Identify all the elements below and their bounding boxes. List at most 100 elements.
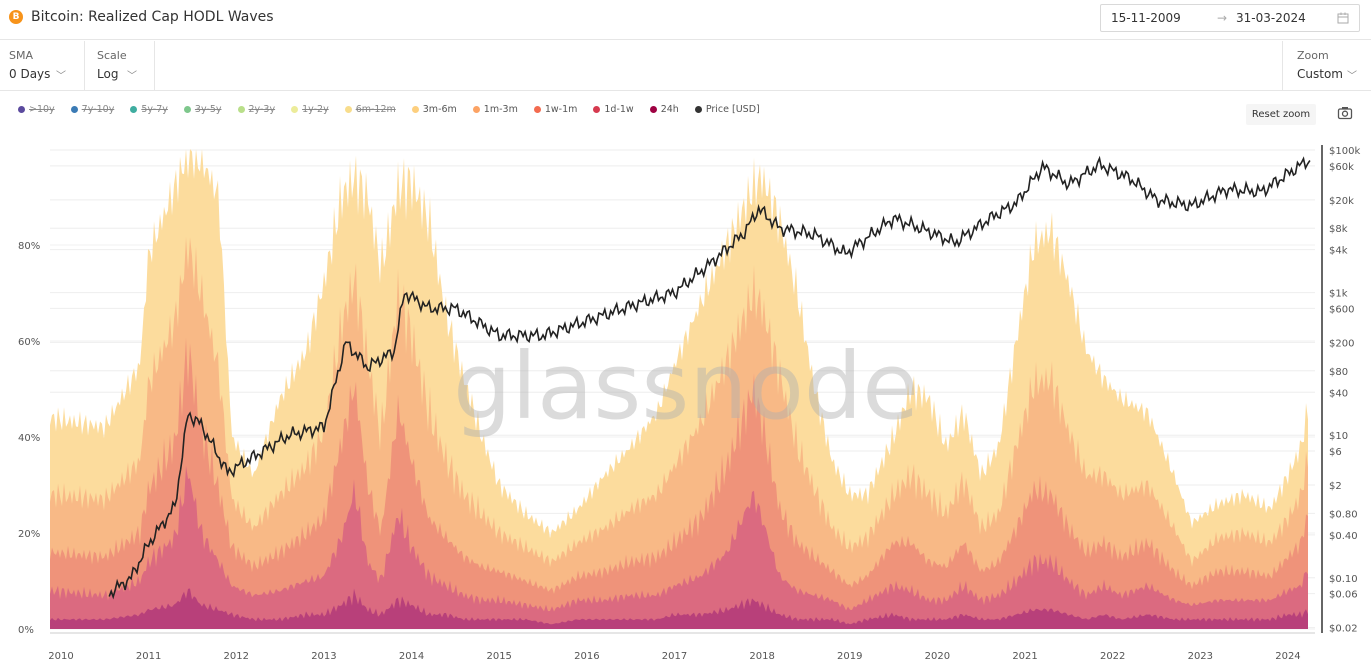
legend-item[interactable]: 24h (649, 104, 679, 115)
y-right-tick-label: $100k (1329, 146, 1360, 157)
legend-item[interactable]: 1m-3m (472, 104, 518, 115)
y-right-tick-label: $10 (1329, 431, 1348, 442)
legend-dot-icon (344, 106, 352, 113)
x-tick-label: 2019 (837, 651, 862, 662)
legend-label: 5y-7y (141, 104, 168, 115)
legend-label: Price [USD] (705, 104, 760, 115)
legend-label: 1m-3m (483, 104, 518, 115)
legend-dot-icon (183, 106, 191, 113)
calendar-icon[interactable] (1337, 12, 1349, 24)
legend-dot-icon (533, 106, 541, 113)
chevron-down-icon: ﹀ (127, 71, 137, 82)
date-arrow-icon: → (1217, 11, 1228, 25)
date-from[interactable]: 15-11-2009 (1111, 11, 1181, 25)
price-line (108, 155, 1311, 600)
page-title: Bitcoin: Realized Cap HODL Waves (31, 9, 274, 25)
watermark: glassnode (453, 333, 919, 440)
legend-dot-icon (472, 106, 480, 113)
y-left-tick-label: 40% (18, 433, 40, 444)
y-left-tick-label: 20% (18, 529, 40, 540)
x-tick-label: 2011 (136, 651, 161, 662)
bitcoin-icon: B (9, 10, 23, 24)
x-tick-label: 2016 (574, 651, 599, 662)
legend-dot-icon (237, 106, 245, 113)
legend-item[interactable]: 1w-1m (533, 104, 578, 115)
legend-label: 3m-6m (422, 104, 457, 115)
legend-dot-icon (291, 106, 299, 113)
x-tick-label: 2010 (48, 651, 73, 662)
legend-dot-icon (130, 106, 138, 113)
legend-dot-icon (18, 106, 25, 113)
legend-dot-icon (649, 106, 657, 113)
y-right-tick-label: $0.02 (1329, 624, 1358, 635)
legend-item[interactable]: 7y-10y (70, 104, 115, 115)
date-to[interactable]: 31-03-2024 (1236, 11, 1306, 25)
band-1d-1w (50, 465, 1308, 629)
y-right-tick-label: $80 (1329, 367, 1348, 378)
y-right-tick-label: $0.40 (1329, 531, 1358, 542)
sma-label: SMA (9, 49, 33, 62)
y-right-tick-label: $2 (1329, 481, 1342, 492)
scale-label: Scale (97, 49, 127, 62)
legend-item[interactable]: 2y-3y (237, 104, 276, 115)
y-right-tick-label: $1k (1329, 289, 1348, 300)
reset-zoom-button[interactable]: Reset zoom (1246, 104, 1316, 125)
scale-value[interactable]: Log (97, 67, 119, 81)
chevron-down-icon: ﹀ (1347, 71, 1357, 82)
sma-dropdown[interactable]: SMA 0 Days ﹀ (0, 41, 85, 90)
x-tick-label: 2020 (925, 651, 950, 662)
y-right-tick-label: $0.80 (1329, 509, 1358, 520)
legend-label: 2y-3y (248, 104, 276, 115)
zoom-label: Zoom (1297, 49, 1329, 62)
x-tick-label: 2014 (399, 651, 424, 662)
y-left-tick-label: 0% (18, 625, 34, 636)
legend-dot-icon (70, 106, 78, 113)
y-left-tick-label: 80% (18, 241, 40, 252)
chart-legend: >10y 7y-10y 5y-7y 3y-5y 2y-3y 1y-2y 6m-12m 3m-6… (18, 104, 776, 115)
legend-item[interactable]: Price [USD] (694, 104, 760, 115)
x-tick-label: 2018 (749, 651, 774, 662)
y-right-tick-label: $60k (1329, 162, 1354, 173)
band-24h (50, 588, 1308, 629)
y-left-tick-label: 60% (18, 337, 40, 348)
x-tick-label: 2017 (662, 651, 687, 662)
legend-dot-icon (411, 106, 419, 113)
x-tick-label: 2013 (311, 651, 336, 662)
legend-item[interactable]: 6m-12m (344, 104, 396, 115)
legend-label: 7y-10y (81, 104, 115, 115)
legend-label: 6m-12m (355, 104, 396, 115)
legend-item[interactable]: 1y-2y (291, 104, 329, 115)
legend-label: >10y (29, 104, 55, 115)
legend-item[interactable]: 3y-5y (183, 104, 222, 115)
y-right-tick-label: $0.06 (1329, 590, 1358, 601)
y-right-tick-label: $40 (1329, 388, 1348, 399)
scale-dropdown[interactable]: Scale Log ﹀ (85, 41, 155, 90)
x-tick-label: 2012 (224, 651, 249, 662)
x-tick-label: 2023 (1188, 651, 1213, 662)
x-tick-label: 2022 (1100, 651, 1125, 662)
legend-item[interactable]: 1d-1w (593, 104, 634, 115)
y-right-tick-label: $0.10 (1329, 574, 1358, 585)
legend-item[interactable]: >10y (18, 104, 55, 115)
y-right-tick-label: $8k (1329, 224, 1348, 235)
x-tick-label: 2024 (1275, 651, 1300, 662)
header: B Bitcoin: Realized Cap HODL Waves 15-11… (0, 0, 1371, 40)
legend-label: 1y-2y (302, 104, 329, 115)
zoom-dropdown[interactable]: Zoom Custom ﹀ (1282, 41, 1371, 90)
hodl-waves-chart[interactable]: glassnode 0% 20% 40% 60% 80% $100k $60k $20k $8k $… (0, 130, 1371, 671)
legend-label: 1d-1w (604, 104, 634, 115)
y-right-tick-label: $6 (1329, 447, 1342, 458)
y-right-tick-label: $20k (1329, 196, 1354, 207)
legend-item[interactable]: 3m-6m (411, 104, 457, 115)
legend-label: 1w-1m (544, 104, 578, 115)
date-range-picker[interactable]: 15-11-2009 → 31-03-2024 (1100, 4, 1360, 32)
x-tick-label: 2015 (486, 651, 511, 662)
y-right-tick-label: $600 (1329, 304, 1354, 315)
zoom-value[interactable]: Custom (1297, 67, 1343, 81)
chevron-down-icon: ﹀ (56, 71, 66, 82)
divider (0, 90, 1371, 91)
legend-label: 3y-5y (194, 104, 222, 115)
sma-value[interactable]: 0 Days (9, 67, 51, 81)
camera-icon[interactable] (1337, 106, 1353, 120)
legend-item[interactable]: 5y-7y (130, 104, 168, 115)
